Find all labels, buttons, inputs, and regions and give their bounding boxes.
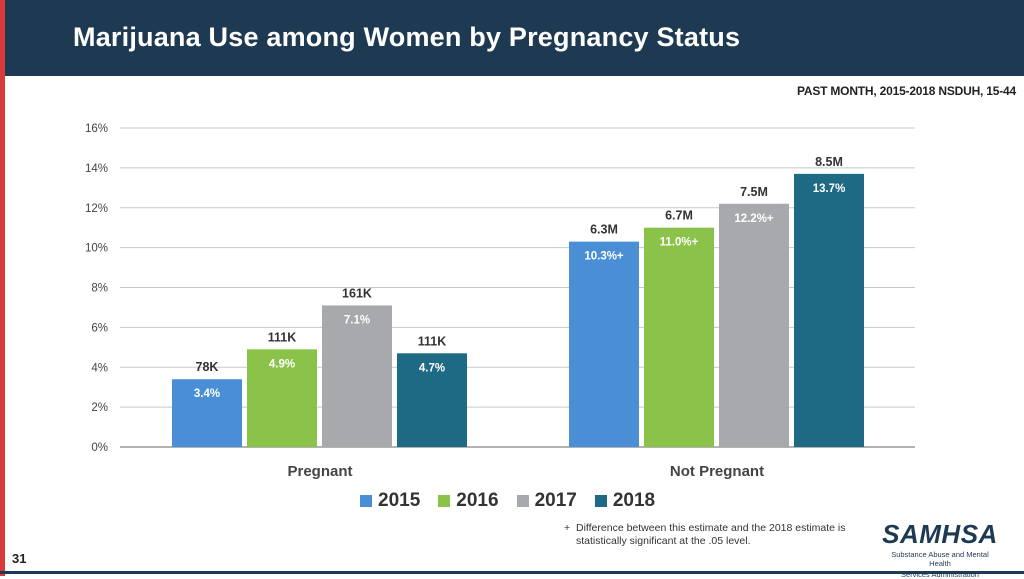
logo-subtitle-line1: Substance Abuse and Mental Health — [891, 550, 989, 568]
page-title: Marijuana Use among Women by Pregnancy S… — [73, 22, 741, 52]
legend-swatch-2017 — [516, 495, 529, 507]
legend-label-2018: 2018 — [612, 490, 656, 511]
logo-wordmark: SAMHSA — [882, 519, 998, 549]
value-label: 3.4% — [194, 388, 220, 400]
y-tick-label: 2% — [91, 402, 108, 414]
title-bar: Marijuana Use among Women by Pregnancy S… — [5, 0, 1024, 76]
legend-label-2015: 2015 — [378, 490, 421, 511]
legend-item-2015: 2015 — [360, 490, 420, 512]
footnote-marker: + — [564, 522, 571, 534]
legend-item-2017: 2017 — [516, 490, 577, 512]
y-tick-label: 4% — [91, 362, 108, 374]
page-number: 31 — [12, 551, 27, 566]
y-tick-label: 16% — [85, 123, 108, 135]
chart-legend: 2015 2016 2017 2018 — [360, 490, 655, 512]
count-label: 78K — [196, 360, 219, 374]
count-label: 6.3M — [590, 223, 618, 237]
count-label: 161K — [342, 286, 372, 300]
x-category-label: Pregnant — [287, 463, 352, 480]
bar-not-pregnant-2015 — [569, 241, 639, 447]
bar-pregnant-2017 — [322, 305, 392, 447]
bottom-rule — [0, 571, 1024, 574]
x-category-label: Not Pregnant — [670, 463, 764, 480]
y-tick-label: 12% — [85, 203, 108, 215]
legend-label-2017: 2017 — [534, 490, 577, 511]
chart-subtitle: PAST MONTH, 2015-2018 NSDUH, 15-44 — [796, 84, 1016, 98]
legend-swatch-2016 — [438, 495, 451, 507]
y-tick-label: 8% — [91, 283, 108, 295]
bar-not-pregnant-2017 — [719, 203, 789, 447]
value-label: 10.3%+ — [584, 251, 624, 263]
bar-pregnant-2016 — [247, 349, 317, 447]
bar-pregnant-2018 — [397, 353, 467, 447]
value-label: 11.0%+ — [660, 237, 699, 249]
y-tick-label: 0% — [91, 442, 108, 454]
legend-label-2016: 2016 — [456, 490, 499, 511]
count-label: 111K — [418, 334, 447, 348]
legend-swatch-2018 — [594, 495, 607, 507]
count-label: 111K — [268, 330, 297, 344]
y-tick-label: 10% — [85, 243, 108, 255]
legend-item-2016: 2016 — [438, 490, 499, 512]
y-tick-label: 14% — [85, 163, 108, 175]
bar-pregnant-2015 — [172, 379, 242, 447]
count-label: 7.5M — [740, 185, 768, 199]
y-tick-label: 6% — [91, 322, 108, 334]
value-label: 7.1% — [344, 314, 370, 326]
value-label: 4.7% — [419, 362, 445, 374]
legend-item-2018: 2018 — [594, 490, 656, 512]
logo-subtitle-line2: Services Administration — [901, 570, 979, 579]
footnote-text: Difference between this estimate and the… — [576, 522, 846, 547]
left-accent-bar — [0, 0, 5, 576]
count-label: 6.7M — [665, 209, 693, 223]
count-label: 8.5M — [815, 155, 843, 169]
value-label: 12.2%+ — [734, 213, 774, 225]
bar-not-pregnant-2018 — [794, 173, 864, 447]
legend-swatch-2015 — [360, 495, 372, 507]
significance-footnote: + Difference between this estimate and t… — [564, 522, 864, 548]
bar-not-pregnant-2016 — [644, 227, 714, 447]
samhsa-logo: SAMHSA Substance Abuse and Mental Health… — [880, 520, 1000, 579]
value-label: 13.7% — [813, 183, 846, 195]
value-label: 4.9% — [269, 358, 295, 370]
